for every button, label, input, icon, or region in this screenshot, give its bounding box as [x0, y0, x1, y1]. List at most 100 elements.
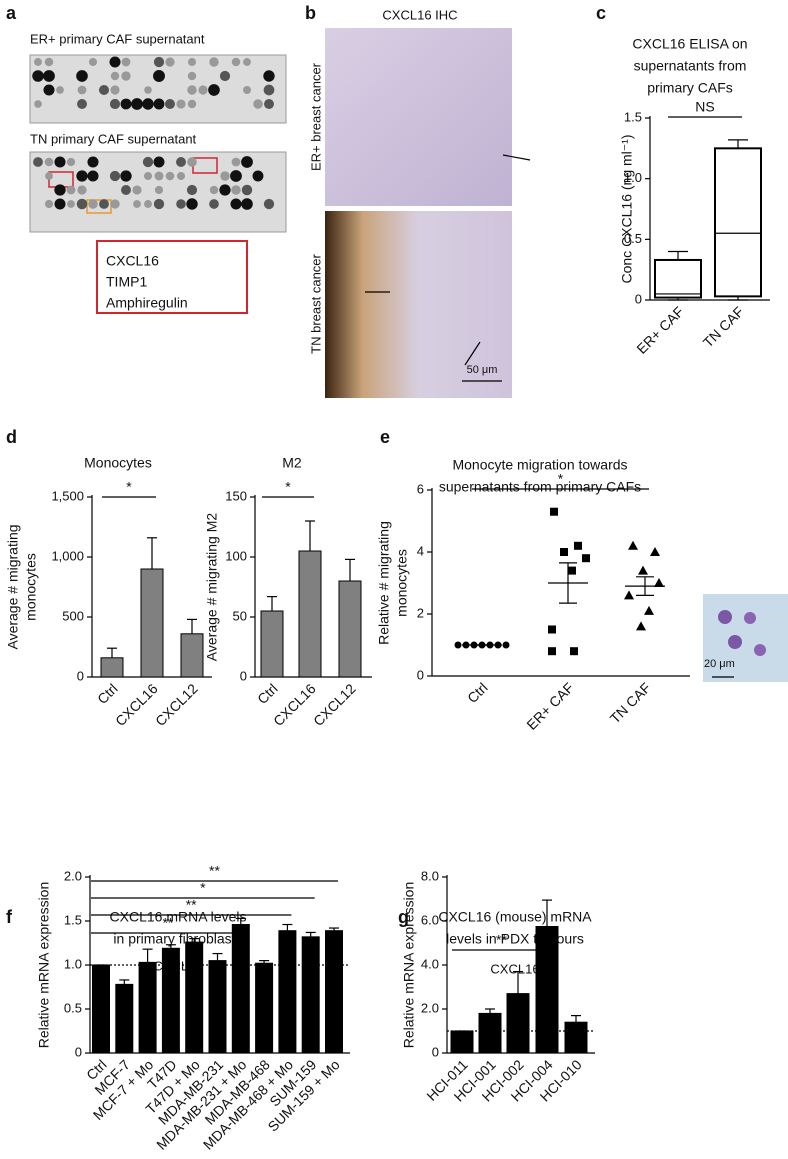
panel-label: a	[6, 3, 17, 23]
blot-spot	[231, 157, 241, 167]
blot-spot	[252, 170, 264, 182]
y-tick-label: 0	[77, 668, 84, 683]
chart-title: supernatants from primary CAFs	[439, 479, 641, 495]
chart-title: CXCL16 ELISA on	[632, 36, 747, 52]
blot-spot	[176, 157, 186, 167]
cell	[718, 610, 732, 624]
blot-spot	[120, 98, 132, 110]
panel-label: g	[398, 907, 409, 927]
point	[582, 554, 590, 563]
point	[644, 605, 654, 615]
blot-spot	[186, 198, 198, 210]
y-axis-label: Average # migrating M2	[204, 513, 220, 662]
blot-spot	[45, 172, 53, 180]
bar	[255, 962, 274, 1054]
bar	[450, 1030, 474, 1054]
point	[568, 566, 576, 575]
blot-spot	[253, 99, 263, 109]
y-axis-label: Conc CXCL16 (ng ml⁻¹)	[619, 135, 635, 284]
y-tick-label: 0	[75, 1044, 82, 1059]
blot-spot	[209, 57, 219, 67]
blot-spot	[263, 70, 275, 82]
point	[624, 590, 634, 600]
significance-label: **	[209, 863, 220, 879]
ihc-image	[325, 28, 512, 206]
blot-spot	[142, 98, 154, 110]
bar	[161, 947, 180, 1054]
y-axis-label: monocytes	[394, 549, 410, 617]
bar	[180, 633, 204, 678]
x-tick-label: CXCL16	[270, 680, 319, 729]
blot-spot	[87, 170, 99, 182]
y-tick-label: 2.0	[421, 1000, 439, 1015]
blot-spot	[121, 71, 131, 81]
y-tick-label: 0.5	[624, 231, 642, 246]
y-tick-label: 500	[62, 608, 84, 623]
blot-spot	[109, 56, 121, 68]
point	[548, 625, 556, 634]
legend-entry: Amphiregulin	[106, 295, 188, 311]
blot-spot	[187, 71, 197, 81]
blot-spot	[43, 70, 55, 82]
point	[628, 540, 638, 550]
panel-labels: a b c d e f g	[6, 3, 606, 927]
blot-spot	[34, 58, 42, 66]
blot-spot	[144, 200, 152, 208]
blot-spot	[243, 58, 251, 66]
blot-spot	[77, 85, 87, 95]
blot-spot	[231, 57, 241, 67]
point	[560, 548, 568, 556]
blot-spot	[110, 199, 120, 209]
blot-spot	[154, 171, 164, 181]
significance-label: **	[186, 897, 197, 913]
blot-spot	[66, 185, 76, 195]
y-tick-label: 0	[240, 668, 247, 683]
y-tick-label: 1.5	[624, 109, 642, 124]
bar	[535, 926, 559, 1054]
blot-spot	[34, 100, 42, 108]
blot-spot	[230, 198, 242, 210]
panel-label: f	[6, 907, 13, 927]
ihc-image	[325, 211, 512, 398]
significance-label: *	[200, 880, 206, 896]
blot-spot	[165, 57, 175, 67]
blot-spot	[143, 171, 153, 181]
blot-spot	[241, 198, 253, 210]
blot-spot	[209, 185, 219, 195]
blot-spot	[33, 157, 43, 167]
bar	[301, 936, 320, 1054]
y-axis-label: Relative mRNA expression	[401, 882, 417, 1049]
y-tick-label: 1.5	[64, 912, 82, 927]
blot-spot	[32, 70, 44, 82]
y-tick-label: 8.0	[421, 868, 439, 883]
y-axis-label: Relative mRNA expression	[36, 882, 52, 1049]
row-label: TN breast cancer	[308, 253, 323, 353]
highlight-box	[86, 199, 112, 214]
blot-spot	[187, 85, 197, 95]
legend-entry: TIMP1	[106, 274, 147, 290]
blot-spot	[165, 99, 175, 109]
blot-spot	[230, 170, 242, 182]
blot-spot	[77, 99, 87, 109]
y-tick-label: 0.5	[64, 1000, 82, 1015]
x-tick-label: ER+ CAF	[633, 303, 686, 356]
blot-spot	[132, 185, 142, 195]
chart-title: levels in PDX tumours	[446, 931, 584, 947]
blot-spot	[263, 198, 275, 210]
significance-label: NS	[695, 99, 714, 115]
bar	[140, 568, 164, 678]
panel-label: c	[596, 3, 606, 23]
x-tick-label: CXCL12	[152, 680, 201, 729]
y-tick-label: 2	[417, 605, 424, 620]
point	[454, 641, 462, 649]
blot-spot	[76, 198, 88, 210]
blot-spot	[241, 184, 253, 196]
bar	[92, 964, 110, 1054]
blot-spot	[54, 156, 66, 168]
blot-spot	[142, 156, 154, 168]
blot-spot	[186, 184, 198, 196]
y-tick-label: 1,000	[51, 548, 84, 563]
blot-spot	[44, 157, 54, 167]
blot-spot	[219, 184, 231, 196]
